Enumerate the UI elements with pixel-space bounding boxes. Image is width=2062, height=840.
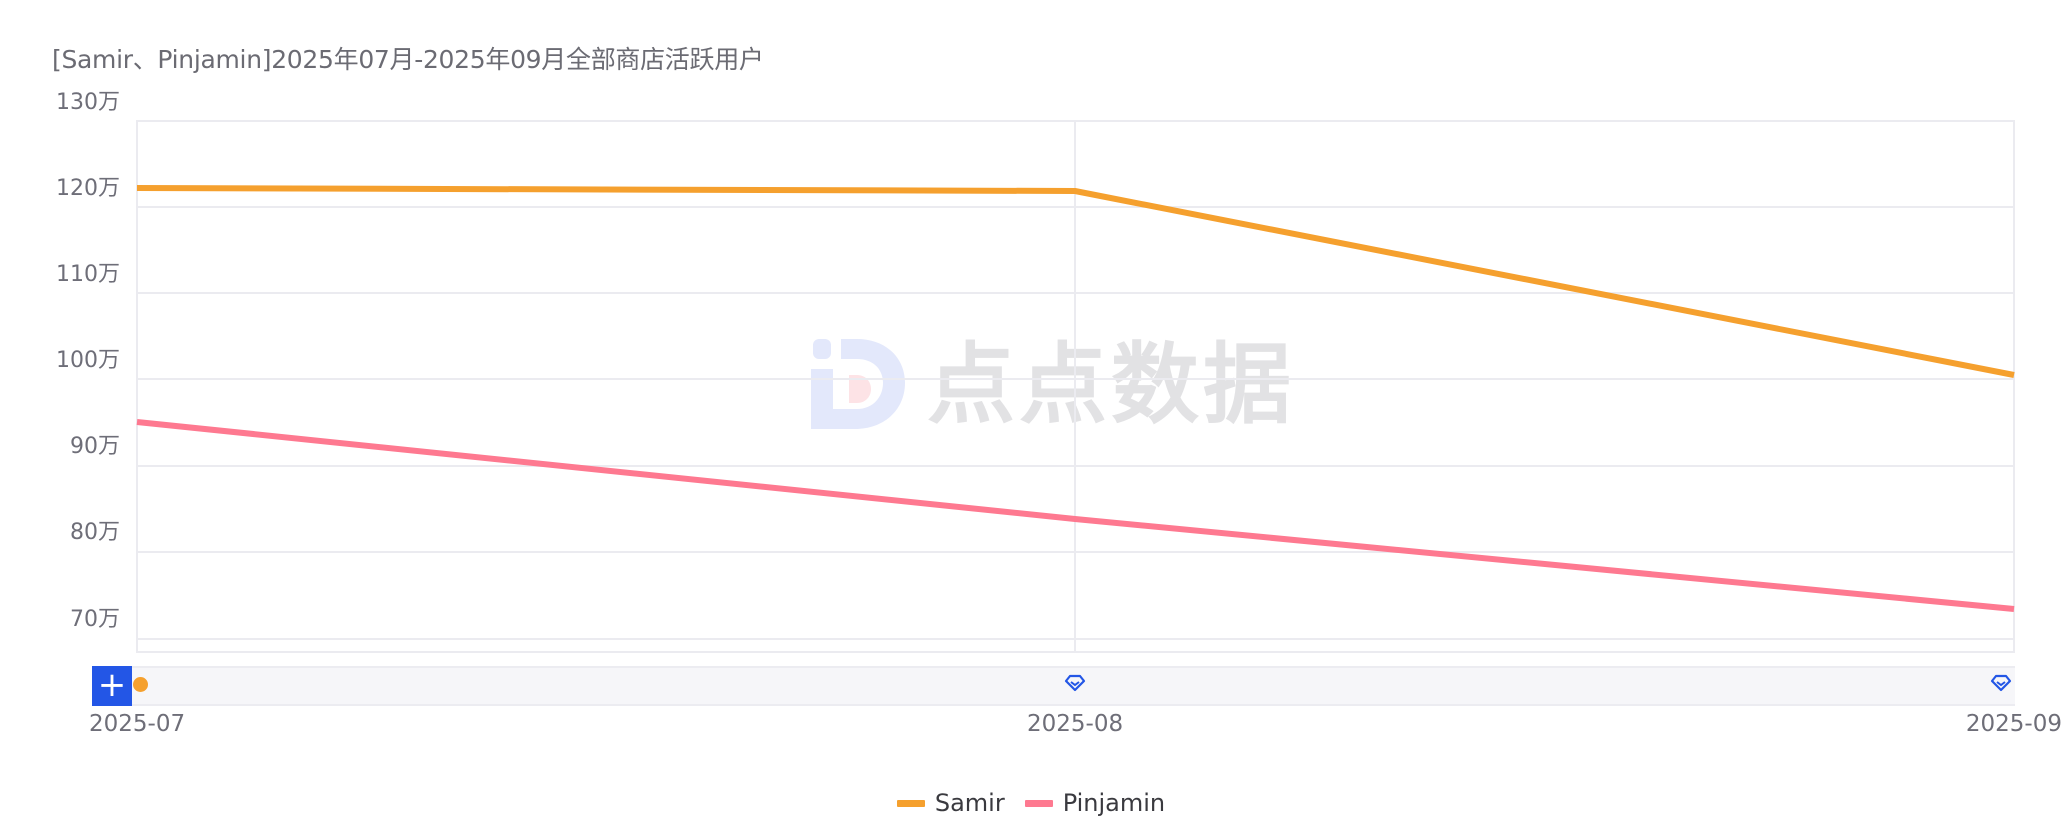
series-line-pinjamin	[136, 419, 2015, 612]
y-tick-label: 100万	[56, 348, 120, 373]
legend: Samir Pinjamin	[0, 789, 2062, 817]
gem-icon	[1064, 674, 1086, 692]
legend-swatch	[1024, 799, 1053, 807]
legend-item-pinjamin[interactable]: Pinjamin	[1024, 789, 1166, 817]
y-tick-label: 110万	[56, 262, 120, 287]
y-tick-label: 70万	[70, 607, 120, 632]
x-tick-label: 2025-08	[1027, 711, 1124, 737]
event-timeline-bar[interactable]	[92, 666, 2015, 706]
gem-icon	[1990, 674, 2012, 692]
y-tick-label: 120万	[56, 176, 120, 201]
legend-swatch	[896, 799, 925, 807]
x-tick-label: 2025-09	[1965, 711, 2062, 737]
add-event-button[interactable]: +	[92, 666, 132, 706]
event-marker-2025-08[interactable]	[1064, 674, 1086, 692]
grid	[136, 120, 2015, 653]
event-start-dot[interactable]	[133, 677, 148, 692]
series-line-samir	[136, 185, 2015, 378]
event-marker-2025-09[interactable]	[1990, 674, 2012, 692]
chart-title: [Samir、Pinjamin]2025年07月-2025年09月全部商店活跃用…	[52, 45, 764, 74]
legend-item-samir[interactable]: Samir	[896, 789, 1005, 817]
legend-label: Pinjamin	[1062, 789, 1166, 817]
x-tick-label: 2025-07	[89, 711, 186, 737]
legend-label: Samir	[934, 789, 1005, 817]
y-tick-label: 80万	[70, 520, 120, 545]
y-tick-label: 90万	[70, 434, 120, 459]
y-tick-label: 130万	[56, 90, 120, 115]
